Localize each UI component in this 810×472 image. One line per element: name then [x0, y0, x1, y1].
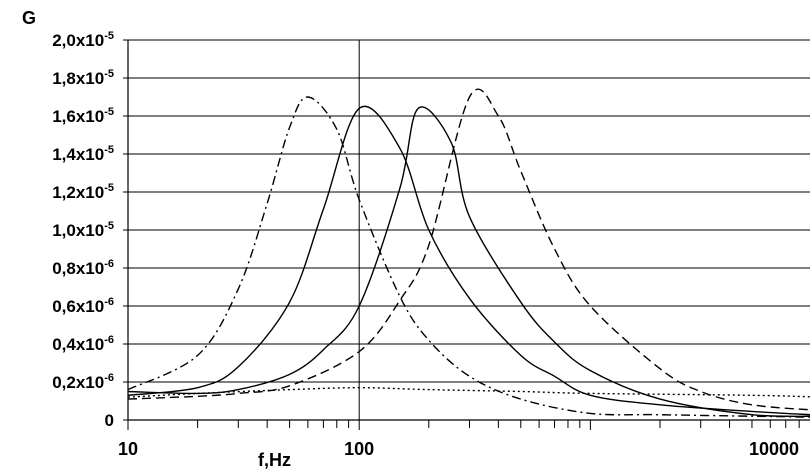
- y-tick-label: 0,4x10-6: [52, 334, 114, 354]
- x-tick-label: 100: [344, 439, 374, 459]
- y-tick-label: 1,6x10-5: [52, 106, 114, 126]
- series-line-1: [127, 96, 810, 418]
- y-axis-label: G: [22, 8, 36, 28]
- grid: [128, 39, 810, 420]
- series-line-2: [127, 105, 810, 416]
- y-tick-label: 0: [105, 411, 114, 430]
- y-tick-label: 0,2x10-6: [52, 372, 114, 392]
- series-line-4: [127, 88, 810, 411]
- x-tick-label: 10000: [749, 439, 799, 459]
- series-line-3: [127, 106, 810, 418]
- y-tick-label: 2,0x10-5: [52, 30, 114, 50]
- y-tick-labels: 0 0,2x10-6 0,4x10-6 0,6x10-6 0,8x10-6 1,0x10-…: [52, 30, 114, 430]
- series-lines: [127, 88, 810, 418]
- y-tick-label: 1,0x10-5: [52, 220, 114, 240]
- y-tick-label: 0,8x10-6: [52, 258, 114, 278]
- x-tick-label: 10: [118, 439, 138, 459]
- y-tick-label: 1,2x10-5: [52, 182, 114, 202]
- y-tick-label: 1,4x10-5: [52, 144, 114, 164]
- y-tick-label: 1,8x10-5: [52, 68, 114, 88]
- axes: [123, 39, 810, 430]
- x-tick-labels: 10 100 10000: [118, 439, 799, 459]
- y-tick-label: 0,6x10-6: [52, 296, 114, 316]
- x-axis-label: f,Hz: [258, 450, 291, 470]
- series-line-5: [127, 386, 810, 398]
